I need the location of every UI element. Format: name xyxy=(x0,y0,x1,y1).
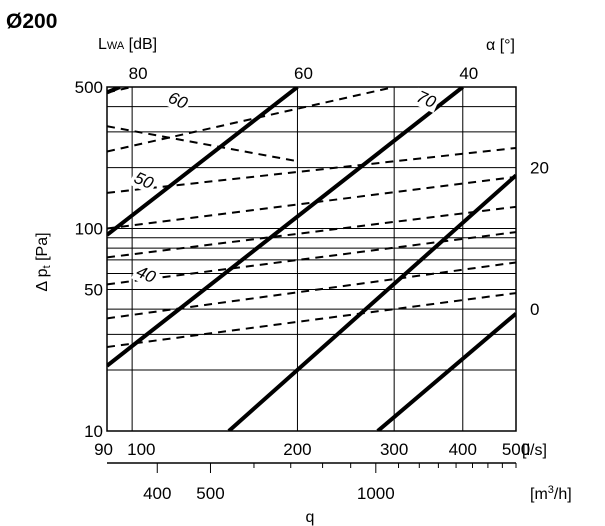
sound-label-group: 50 xyxy=(128,168,158,195)
alpha-line xyxy=(227,173,516,431)
sound-line xyxy=(107,87,395,153)
damper-angle-lines xyxy=(107,87,516,431)
sound-line xyxy=(107,205,516,259)
sound-label-bg xyxy=(131,262,161,289)
x-tick-label: 300 xyxy=(380,440,408,459)
sound-line xyxy=(107,175,516,230)
x-axis-label: q xyxy=(306,509,315,526)
alpha-top-label: 80 xyxy=(129,64,148,83)
sound-label-group: 60 xyxy=(163,88,192,115)
sound-line xyxy=(107,125,298,163)
alpha-right-label: 0 xyxy=(530,300,539,319)
secondary-x-axis: 400 500 1000 xyxy=(107,462,517,503)
sound-label-bg xyxy=(411,87,441,113)
sound-label-group: 40 xyxy=(131,262,161,289)
secondary-tick-label: 500 xyxy=(196,484,224,503)
alpha-line xyxy=(107,87,121,95)
y-tick-label: 50 xyxy=(84,280,103,299)
sound-line xyxy=(107,146,516,194)
alpha-line xyxy=(376,312,516,431)
x-tick-label: 500 xyxy=(502,440,530,459)
alpha-line xyxy=(107,87,299,237)
secondary-tick-label: 1000 xyxy=(357,484,395,503)
secondary-x-unit-label: [m3/h] xyxy=(530,484,572,503)
x-unit-label: [l/s] xyxy=(522,442,547,459)
right-axis-label: α [°] xyxy=(486,37,515,54)
sound-label-bg xyxy=(163,88,192,115)
x-tick-label: 100 xyxy=(127,440,155,459)
plot-frame xyxy=(106,86,517,432)
frame-rect xyxy=(106,86,517,432)
y-tick-label: 100 xyxy=(75,220,103,239)
x-tick-label: 400 xyxy=(449,440,477,459)
top-axis-label: LWA [dB] xyxy=(98,36,157,53)
sound-line xyxy=(107,231,516,286)
y-tick-label: 500 xyxy=(75,78,103,97)
labels: Ø200 LWA [dB] α [°] Δ pt [Pa] [l/s] [m3/… xyxy=(6,10,572,526)
sound-label-bg xyxy=(128,168,158,195)
sound-line xyxy=(107,261,516,320)
x-tick-label: 200 xyxy=(283,440,311,459)
alpha-top-label: 40 xyxy=(459,64,478,83)
y-axis-label: Δ pt [Pa] xyxy=(34,232,53,291)
sound-level-lines xyxy=(107,87,516,348)
alpha-top-label: 60 xyxy=(294,64,313,83)
y-tick-label: 10 xyxy=(84,422,103,441)
chart-title: Ø200 xyxy=(6,10,57,33)
sound-line xyxy=(107,292,516,348)
alpha-line xyxy=(107,87,465,368)
x-tick-label: 90 xyxy=(94,440,113,459)
alpha-right-label: 20 xyxy=(530,159,549,178)
secondary-tick-label: 400 xyxy=(143,484,171,503)
